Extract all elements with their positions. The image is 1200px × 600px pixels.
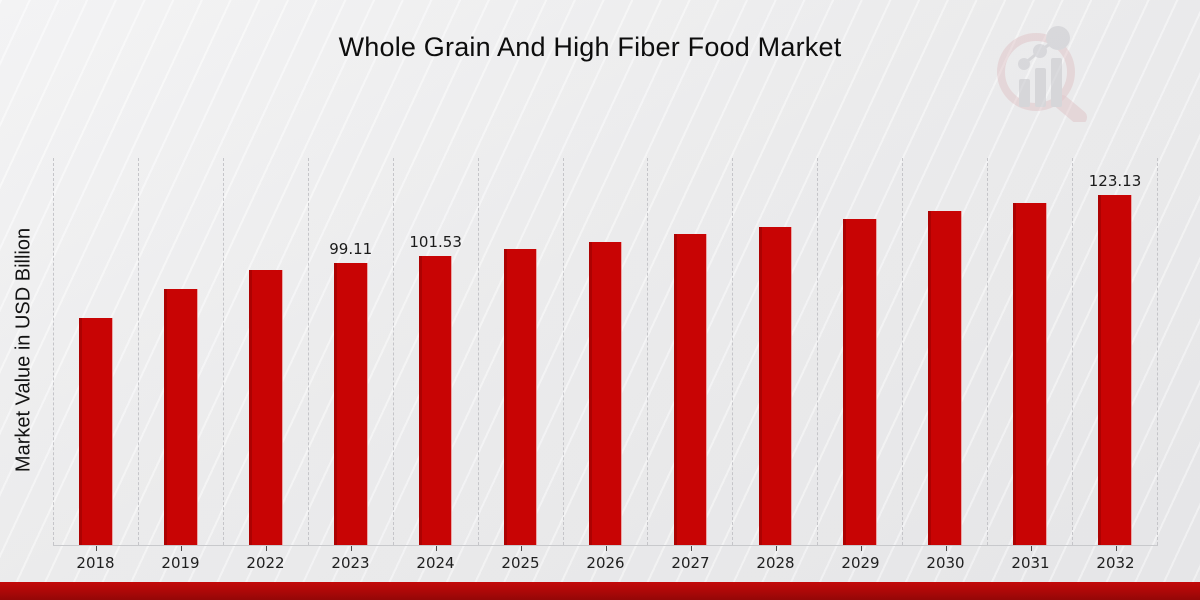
chart-column-2032: 123.13 — [1072, 158, 1158, 545]
x-tick-cell: 2025 — [478, 546, 563, 572]
bar-value-label: 101.53 — [409, 233, 462, 252]
bar-2022 — [249, 269, 283, 545]
x-tick-mark — [435, 546, 437, 551]
chart-column-2026 — [562, 158, 648, 545]
bar-2030 — [928, 211, 962, 545]
x-tick-mark — [1115, 546, 1117, 551]
x-axis-tick-label: 2018 — [76, 554, 115, 572]
bar-2031 — [1013, 203, 1047, 545]
chart-column-2018 — [53, 158, 138, 545]
bar-value-label: 99.11 — [329, 239, 373, 258]
bar-2028 — [758, 226, 793, 545]
bar-value-label: 123.13 — [1088, 171, 1142, 190]
y-axis-label: Market Value in USD Billion — [12, 227, 35, 473]
bar-2019 — [164, 288, 198, 545]
bar-2027 — [673, 234, 708, 545]
plot-area: 99.11 101.53 123.13 — [53, 158, 1158, 546]
x-tick-cell: 2018 — [53, 546, 138, 572]
magnifier-ring-icon — [997, 33, 1088, 125]
bar-2026 — [588, 241, 623, 545]
chart-column-2028 — [732, 158, 817, 545]
x-axis-tick-label: 2031 — [1011, 554, 1050, 572]
x-axis-tick-label: 2025 — [501, 554, 540, 572]
chart-column-2030 — [902, 158, 987, 545]
x-tick-mark — [350, 546, 352, 551]
chart-column-2031 — [987, 158, 1072, 545]
x-tick-mark — [605, 546, 607, 551]
x-axis-tick-label: 2024 — [416, 554, 455, 572]
chart-column-2023: 99.11 — [307, 158, 393, 545]
bar-2032 — [1098, 194, 1132, 545]
x-tick-cell: 2030 — [903, 546, 988, 572]
bar-2025 — [503, 249, 538, 545]
bar-2018 — [79, 317, 113, 545]
x-tick-mark — [945, 546, 947, 551]
x-axis-tick-label: 2026 — [586, 554, 625, 572]
chart-column-2022 — [222, 158, 308, 545]
x-axis-tick-label: 2029 — [841, 554, 880, 572]
chart-column-2024: 101.53 — [392, 158, 478, 545]
x-axis-tick-label: 2023 — [331, 554, 370, 572]
x-tick-cell: 2031 — [988, 546, 1073, 572]
x-axis-tick-label: 2027 — [671, 554, 710, 572]
bar-2024 — [418, 256, 453, 545]
chart-column-2029 — [817, 158, 902, 545]
x-tick-mark — [775, 546, 777, 551]
x-tick-cell: 2019 — [138, 546, 223, 572]
bar-2023 — [333, 262, 368, 545]
x-tick-cell: 2027 — [648, 546, 733, 572]
x-tick-cell: 2024 — [393, 546, 478, 572]
chart-column-2025 — [477, 158, 563, 545]
x-axis-tick-label: 2019 — [161, 554, 200, 572]
x-tick-mark — [265, 546, 267, 551]
x-tick-mark — [180, 546, 182, 551]
x-tick-cell: 2028 — [733, 546, 818, 572]
x-tick-cell: 2032 — [1073, 546, 1158, 572]
x-tick-cell: 2029 — [818, 546, 903, 572]
x-axis-tick-label: 2032 — [1096, 554, 1135, 572]
x-axis-tick-label: 2022 — [246, 554, 285, 572]
x-tick-mark — [520, 546, 522, 551]
chart-title: Whole Grain And High Fiber Food Market — [338, 32, 842, 62]
x-tick-cell: 2026 — [563, 546, 648, 572]
x-axis-tick-label: 2028 — [756, 554, 795, 572]
x-tick-mark — [1030, 546, 1032, 551]
x-axis-tick-label: 2030 — [926, 554, 965, 572]
x-axis: 2018 2019 2022 2023 2024 2025 2026 2027 2028 2029… — [53, 546, 1158, 572]
x-tick-mark — [95, 546, 97, 551]
x-tick-cell: 2022 — [223, 546, 308, 572]
trend-bars-icon — [1018, 26, 1070, 107]
footer-accent-bar — [0, 582, 1200, 600]
chart-column-2027 — [647, 158, 732, 545]
bar-2029 — [843, 219, 878, 545]
magnifier-bar-chart-logo — [988, 22, 1100, 125]
x-tick-cell: 2023 — [308, 546, 393, 572]
chart-column-2019 — [137, 158, 223, 545]
x-tick-mark — [690, 546, 692, 551]
x-tick-mark — [860, 546, 862, 551]
